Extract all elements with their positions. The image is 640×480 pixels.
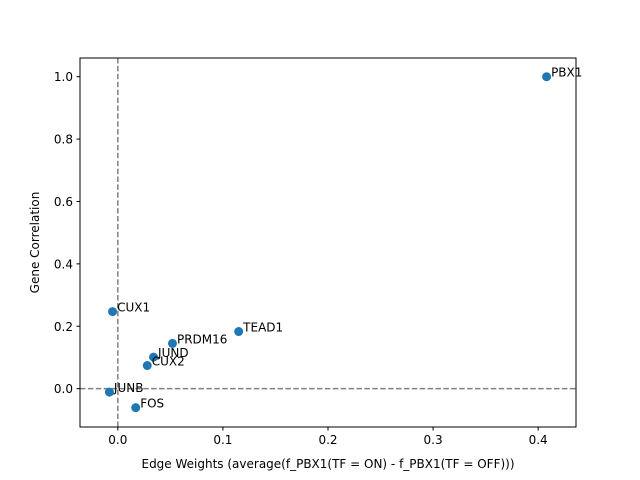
data-point-label: JUND [157, 346, 189, 360]
data-point-label: CUX2 [152, 355, 185, 369]
data-point [108, 307, 118, 317]
x-axis-label: Edge Weights (average(f_PBX1(TF = ON) - … [141, 457, 514, 471]
y-tick-label: 0.8 [54, 133, 73, 147]
data-point [542, 72, 552, 82]
reference-lines [80, 58, 576, 427]
data-point-label: TEAD1 [242, 321, 283, 335]
x-tick-label: 0.2 [318, 433, 337, 447]
y-axis-label: Gene Correlation [28, 192, 42, 294]
y-tick-label: 0.0 [54, 382, 73, 396]
data-point-label: PRDM16 [177, 332, 227, 346]
data-point-label: FOS [140, 397, 164, 411]
plot-background [80, 58, 576, 427]
data-point-label: JUNB [113, 381, 144, 395]
x-tick-label: 0.1 [213, 433, 232, 447]
data-point-label: PBX1 [551, 66, 582, 80]
y-tick-label: 0.4 [54, 257, 73, 271]
data-point-label: CUX1 [117, 301, 150, 315]
x-tick-label: 0.3 [424, 433, 443, 447]
x-tick-label: 0.0 [108, 433, 127, 447]
y-tick-label: 1.0 [54, 70, 73, 84]
data-point [167, 338, 177, 348]
y-tick-label: 0.2 [54, 320, 73, 334]
y-axis-ticks: 0.0 0.2 0.4 0.6 0.8 1.0 [54, 70, 80, 396]
data-point [234, 327, 244, 337]
y-tick-label: 0.6 [54, 195, 73, 209]
data-point [149, 352, 159, 362]
data-point [131, 403, 141, 413]
data-point [142, 361, 152, 371]
data-points [104, 72, 552, 413]
x-axis-ticks: 0.0 0.1 0.2 0.3 0.4 [108, 427, 548, 447]
data-point [104, 387, 114, 397]
x-tick-label: 0.4 [529, 433, 548, 447]
